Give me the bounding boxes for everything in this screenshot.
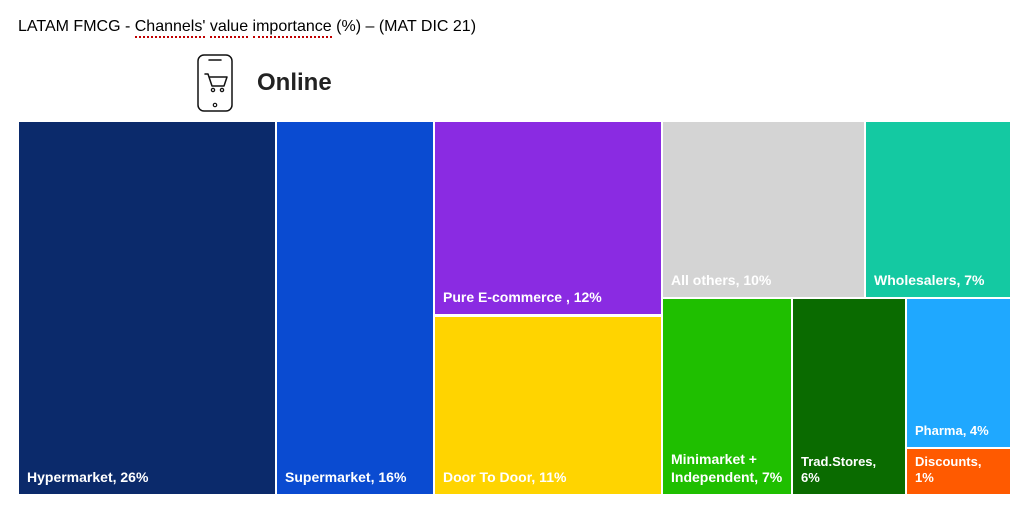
treemap-cell-label: All others, 10% [671, 272, 771, 290]
online-label: Online [257, 69, 332, 97]
treemap-cell-label: Minimarket + Independent, 7% [671, 451, 783, 486]
treemap-cell-supermarket: Supermarket, 16% [277, 122, 433, 494]
treemap-cell-label: Pure E-commerce , 12% [443, 289, 602, 307]
treemap-cell-hypermarket: Hypermarket, 26% [19, 122, 275, 494]
treemap-cell-tradstores: Trad.Stores, 6% [793, 299, 905, 494]
treemap-cell-minimarket: Minimarket + Independent, 7% [663, 299, 791, 494]
treemap-cell-discounts: Discounts, 1% [907, 449, 1010, 494]
title-prefix: LATAM FMCG - [18, 18, 135, 35]
treemap-cell-label: Discounts, 1% [915, 454, 1002, 487]
treemap-cell-label: Supermarket, 16% [285, 469, 406, 487]
page-title: LATAM FMCG - Channels' value importance … [18, 18, 1019, 36]
treemap-cell-label: Trad.Stores, 6% [801, 454, 897, 487]
treemap-cell-pharma: Pharma, 4% [907, 299, 1010, 447]
title-suffix: (%) – (MAT DIC 21) [336, 18, 476, 35]
treemap-cell-label: Pharma, 4% [915, 423, 989, 439]
title-underlined: Channels' value importance [135, 18, 336, 38]
treemap-cell-label: Wholesalers, 7% [874, 272, 985, 290]
treemap-cell-label: Hypermarket, 26% [27, 469, 148, 487]
treemap-cell-wholesalers: Wholesalers, 7% [866, 122, 1010, 297]
header-row: Online [195, 54, 1019, 112]
treemap-cell-allothers: All others, 10% [663, 122, 864, 297]
treemap-cell-doortodoor: Door To Door, 11% [435, 317, 661, 494]
treemap-chart: Hypermarket, 26% Supermarket, 16% Pure E-c… [19, 122, 1010, 494]
treemap-cell-ecommerce: Pure E-commerce , 12% [435, 122, 661, 314]
treemap-cell-label: Door To Door, 11% [443, 469, 566, 487]
smartphone-cart-icon [195, 54, 235, 112]
